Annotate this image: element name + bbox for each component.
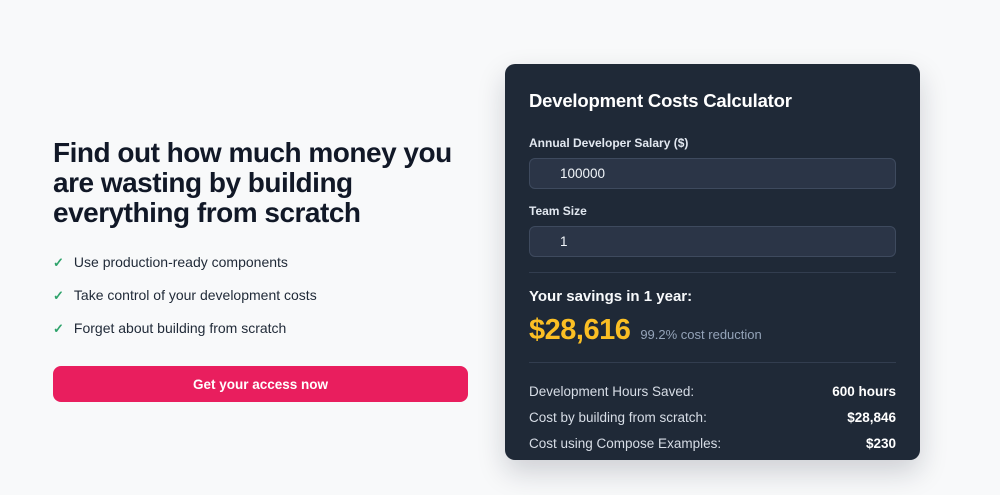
savings-amount: $28,616 — [529, 314, 631, 346]
salary-input[interactable] — [529, 158, 896, 189]
savings-note: 99.2% cost reduction — [640, 327, 762, 342]
breakdown-value: $28,846 — [847, 409, 896, 425]
calculator-title: Development Costs Calculator — [529, 90, 792, 111]
salary-field-group: Annual Developer Salary ($) — [529, 136, 896, 189]
table-row: Development Hours Saved: 600 hours — [529, 378, 896, 404]
divider — [529, 272, 896, 273]
breakdown-list: Development Hours Saved: 600 hours Cost … — [529, 378, 896, 456]
hero-section: Find out how much money you are wasting … — [53, 138, 473, 402]
feature-label: Use production-ready components — [73, 254, 288, 270]
feature-label: Take control of your development costs — [73, 287, 317, 303]
savings-line: $28,616 99.2% cost reduction — [529, 314, 896, 347]
salary-field-label: Annual Developer Salary ($) — [529, 136, 689, 150]
breakdown-label: Cost using Compose Examples: — [529, 435, 722, 451]
breakdown-label: Cost by building from scratch: — [529, 409, 707, 425]
feature-list: ✓ Use production-ready components ✓ Take… — [53, 246, 473, 344]
breakdown-value: $230 — [865, 435, 896, 451]
savings-heading: Your savings in 1 year: — [529, 288, 693, 305]
team-size-input[interactable] — [529, 226, 896, 257]
check-icon: ✓ — [53, 320, 64, 336]
breakdown-label: Development Hours Saved: — [529, 383, 695, 399]
team-size-field-label: Team Size — [529, 204, 587, 218]
list-item: ✓ Forget about building from scratch — [53, 312, 473, 344]
get-access-button[interactable]: Get your access now — [53, 366, 468, 402]
list-item: ✓ Take control of your development costs — [53, 279, 473, 311]
page-title: Find out how much money you are wasting … — [53, 137, 452, 228]
check-icon: ✓ — [53, 254, 64, 270]
feature-label: Forget about building from scratch — [73, 320, 287, 336]
calculator-card: Development Costs Calculator Annual Deve… — [505, 64, 920, 460]
divider — [529, 362, 896, 363]
table-row: Cost by building from scratch: $28,846 — [529, 404, 896, 430]
breakdown-value: 600 hours — [832, 383, 896, 399]
list-item: ✓ Use production-ready components — [53, 246, 473, 278]
check-icon: ✓ — [53, 287, 64, 303]
team-size-field-group: Team Size — [529, 204, 896, 257]
table-row: Cost using Compose Examples: $230 — [529, 430, 896, 456]
